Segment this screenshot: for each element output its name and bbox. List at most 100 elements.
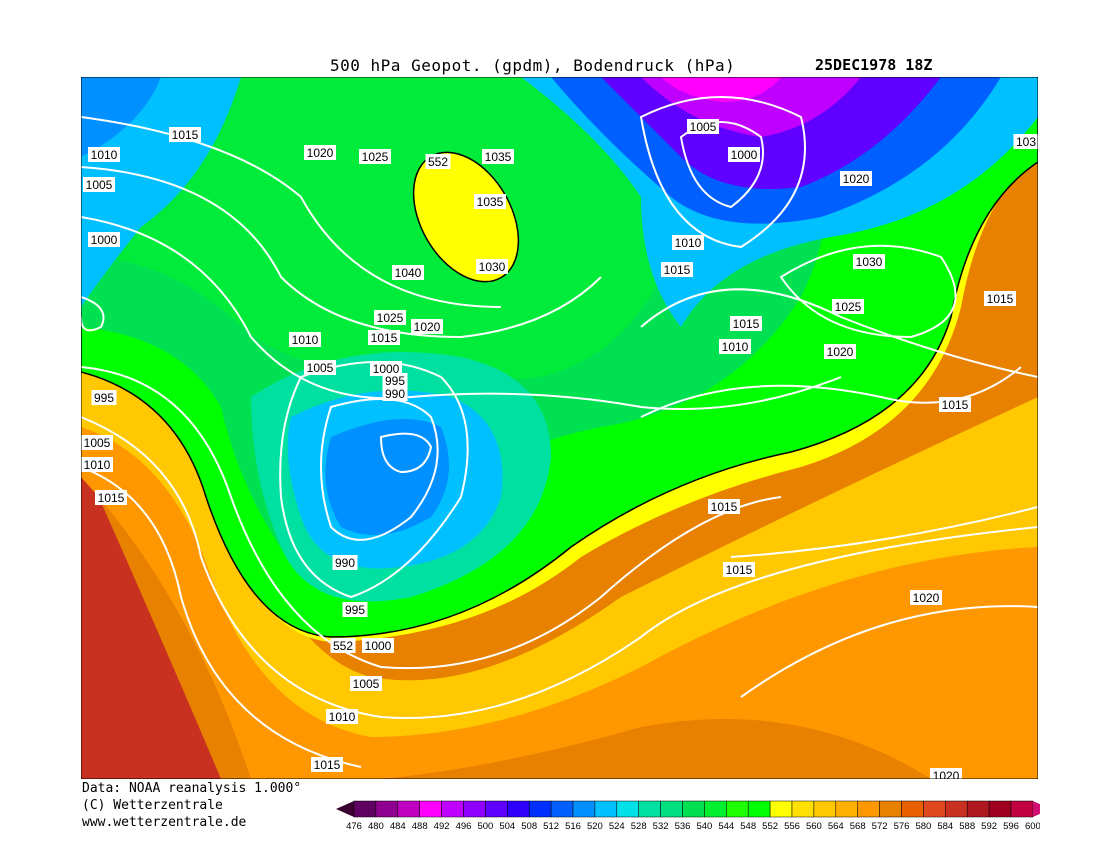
legend-swatch — [485, 800, 508, 818]
svg-text:1025: 1025 — [377, 311, 404, 325]
isobar-label: 1010 — [88, 147, 120, 162]
legend-swatch — [594, 800, 618, 818]
isobar-label: 1025 — [832, 299, 864, 314]
legend-tick-label: 480 — [368, 821, 384, 832]
isobar-label: 990 — [332, 555, 358, 570]
isobar-label: 995 — [342, 602, 368, 617]
legend-tick-label: 512 — [543, 821, 559, 832]
legend-swatch — [507, 800, 530, 818]
svg-text:990: 990 — [385, 387, 405, 401]
svg-text:1015: 1015 — [726, 563, 753, 577]
isobar-label: 1005 — [350, 676, 382, 691]
field-560 — [81, 367, 1038, 737]
svg-text:1035: 1035 — [477, 195, 504, 209]
website-link[interactable]: www.wetterzentrale.de — [82, 815, 247, 830]
svg-text:1010: 1010 — [675, 236, 702, 250]
svg-text:1005: 1005 — [307, 361, 334, 375]
legend-swatch — [791, 800, 815, 818]
isobar-label: 1035 — [482, 149, 514, 164]
isobar-label: 1015 — [661, 262, 693, 277]
isobar-label: 1015 — [169, 127, 201, 142]
legend-tick-label: 588 — [959, 821, 975, 832]
isobar-label: 995 — [91, 390, 117, 405]
isobar-label: 1000 — [362, 638, 394, 653]
legend-swatch — [966, 800, 990, 818]
isobar-label: 1035 — [474, 194, 506, 209]
isobar-label: 1025 — [359, 149, 391, 164]
svg-text:1015: 1015 — [172, 128, 199, 142]
legend-tick-label: 520 — [587, 821, 603, 832]
legend-tick-label: 592 — [981, 821, 997, 832]
svg-text:1005: 1005 — [353, 677, 380, 691]
legend-swatch — [1010, 800, 1034, 818]
svg-text:1015: 1015 — [314, 758, 341, 772]
svg-text:995: 995 — [94, 391, 114, 405]
svg-text:1020: 1020 — [414, 320, 441, 334]
legend-swatch — [769, 800, 793, 818]
isobar-label: 1015 — [723, 562, 755, 577]
isobar-label: 995 — [382, 373, 408, 388]
isobar-label: 103 — [1013, 134, 1038, 149]
svg-text:990: 990 — [335, 556, 355, 570]
legend-swatch — [704, 800, 727, 818]
legend-swatch — [945, 800, 968, 818]
svg-text:1010: 1010 — [84, 458, 111, 472]
svg-text:1020: 1020 — [933, 769, 960, 779]
legend-tick-label: 556 — [784, 821, 800, 832]
isobar-label: 1020 — [304, 145, 336, 160]
legend-swatch — [353, 800, 377, 818]
isobar-label: 1010 — [672, 235, 704, 250]
isobar-label: 1015 — [311, 757, 343, 772]
isobar-label: 552 — [330, 638, 356, 653]
svg-text:1000: 1000 — [731, 148, 758, 162]
legend-tick-label: 524 — [609, 821, 625, 832]
isobar-label: 1005 — [687, 119, 719, 134]
isobar-label: 1010 — [81, 457, 113, 472]
svg-text:1010: 1010 — [329, 710, 356, 724]
legend-swatch — [857, 800, 880, 818]
legend-tick-label: 516 — [565, 821, 581, 832]
svg-text:1000: 1000 — [365, 639, 392, 653]
isobar-label: 1010 — [289, 332, 321, 347]
svg-text:552: 552 — [428, 155, 448, 169]
legend-tick-label: 508 — [521, 821, 537, 832]
svg-text:1015: 1015 — [942, 398, 969, 412]
legend-tick-label: 572 — [872, 821, 888, 832]
svg-text:1015: 1015 — [987, 292, 1014, 306]
isobar-label: 1020 — [824, 344, 856, 359]
legend-swatch — [638, 800, 661, 818]
svg-text:1015: 1015 — [664, 263, 691, 277]
legend-tick-label: 552 — [762, 821, 778, 832]
isobar-label: 1015 — [95, 490, 127, 505]
isobar-label: 1020 — [930, 768, 962, 779]
legend-tick-label: 600 — [1025, 821, 1040, 832]
legend-tick-label: 580 — [915, 821, 931, 832]
isobar-label: 1015 — [730, 316, 762, 331]
legend-tick-label: 596 — [1003, 821, 1019, 832]
legend-tick-label: 492 — [434, 821, 450, 832]
isobar-label: 1015 — [984, 291, 1016, 306]
svg-text:1000: 1000 — [373, 362, 400, 376]
isobar-label: 1010 — [719, 339, 751, 354]
isobar-label: 1030 — [853, 254, 885, 269]
isobar-label: 1020 — [411, 319, 443, 334]
svg-text:1005: 1005 — [86, 178, 113, 192]
legend-tick-label: 548 — [740, 821, 756, 832]
isobar-label: 1005 — [83, 177, 115, 192]
svg-text:1035: 1035 — [485, 150, 512, 164]
legend-swatch — [923, 800, 946, 818]
isobar-label: 1005 — [304, 360, 336, 375]
legend-tick-label: 476 — [346, 821, 362, 832]
map-title: 500 hPa Geopot. (gpdm), Bodendruck (hPa) — [330, 56, 736, 75]
isobar-label: 990 — [382, 386, 408, 401]
isobar-label: 1015 — [708, 499, 740, 514]
legend-tick-label: 568 — [850, 821, 866, 832]
legend-arrow-low — [336, 801, 354, 817]
legend-swatch — [463, 800, 486, 818]
legend-tick-label: 560 — [806, 821, 822, 832]
legend-swatch — [835, 800, 858, 818]
svg-text:1020: 1020 — [827, 345, 854, 359]
legend-swatch — [879, 800, 902, 818]
svg-text:1015: 1015 — [733, 317, 760, 331]
